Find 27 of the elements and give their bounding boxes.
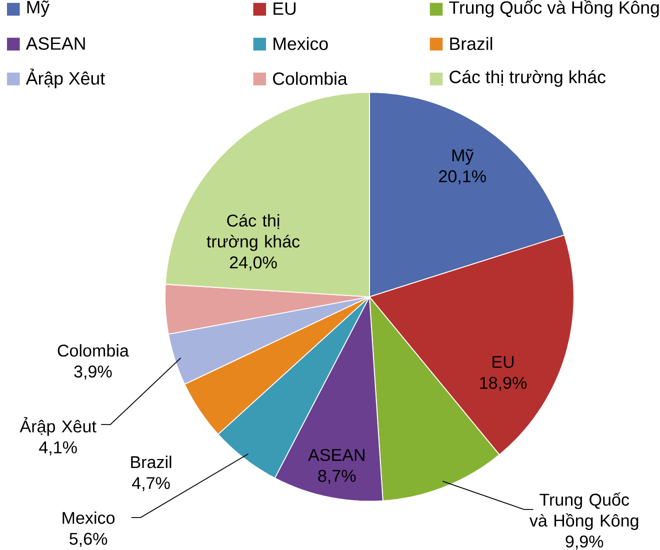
legend-label: EU bbox=[274, 2, 296, 16]
data-label: 18,9% bbox=[480, 377, 527, 392]
legend-label: Mexico bbox=[274, 37, 328, 50]
slice-label: ASEAN bbox=[308, 449, 364, 462]
data-label: 20,1% bbox=[439, 170, 486, 185]
data-label: 3,9% bbox=[74, 366, 112, 380]
slice-label: Trung Quốc và Hồng Kông bbox=[529, 492, 638, 530]
slice-label: Mexico bbox=[62, 512, 115, 524]
data-label: 9,9% bbox=[566, 536, 604, 550]
legend-label: Ảrập Xêut bbox=[26, 68, 105, 88]
legend-label: Trung Quốc và Hồng Kông bbox=[449, 0, 659, 18]
slice-label: Brazil bbox=[131, 456, 172, 468]
legend-label: ASEAN bbox=[26, 37, 85, 50]
data-label: 4,1% bbox=[39, 442, 77, 456]
data-label: 4,7% bbox=[132, 477, 170, 492]
legend-label: Brazil bbox=[450, 37, 492, 50]
slice-label: Ảrập Xêut bbox=[20, 417, 96, 436]
slice-label: EU bbox=[492, 356, 514, 368]
slice-label: Colombia bbox=[58, 344, 129, 357]
slice-label: Các thị trường khác bbox=[206, 214, 300, 252]
data-label: 24,0% bbox=[230, 256, 277, 271]
data-label: 5,6% bbox=[70, 533, 108, 548]
legend-label: Các thị trường khác bbox=[450, 70, 606, 88]
slice-label: Mỹ bbox=[452, 149, 474, 165]
legend-label: Colombia bbox=[273, 72, 348, 86]
legend-label: Mỹ bbox=[27, 0, 50, 18]
data-label: 8,7% bbox=[318, 470, 356, 484]
